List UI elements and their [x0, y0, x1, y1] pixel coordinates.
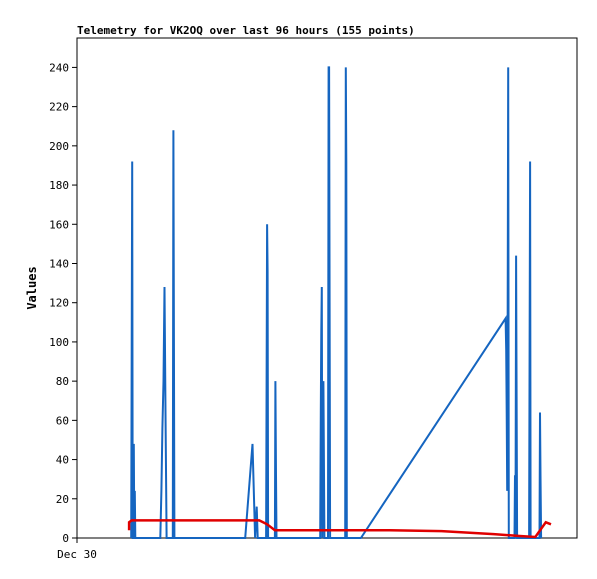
y-tick-label: 180	[49, 179, 69, 192]
y-tick-label: 80	[56, 375, 69, 388]
x-axis: Dec 30	[57, 538, 97, 561]
y-tick-label: 60	[56, 414, 69, 427]
y-tick-label: 0	[62, 532, 69, 545]
y-tick-label: 100	[49, 336, 69, 349]
y-tick-label: 20	[56, 493, 69, 506]
x-tick-label: Dec 30	[57, 548, 97, 561]
series-layer	[127, 66, 552, 539]
series-line-0	[130, 66, 543, 539]
y-tick-label: 140	[49, 257, 69, 270]
y-tick-label: 160	[49, 218, 69, 231]
chart-title: Telemetry for VK2OQ over last 96 hours (…	[77, 24, 415, 37]
y-tick-label: 240	[49, 61, 69, 74]
y-tick-label: 40	[56, 454, 69, 467]
y-axis-label: Values	[25, 266, 39, 309]
y-axis: 0 20 40 60 80 100 120 140 160 180 200 220 240	[49, 61, 77, 545]
series-line-1	[127, 519, 552, 539]
y-tick-label: 120	[49, 297, 69, 310]
y-tick-label: 200	[49, 140, 69, 153]
plot-area-frame	[76, 37, 578, 539]
y-tick-label: 220	[49, 101, 69, 114]
